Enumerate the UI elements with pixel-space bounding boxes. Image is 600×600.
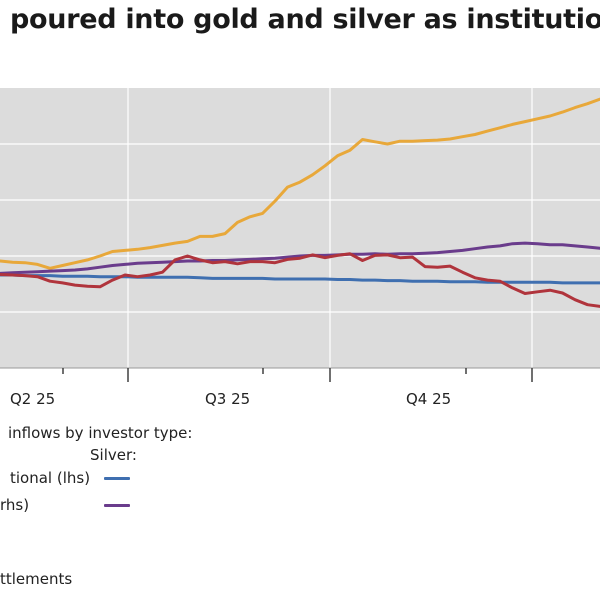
x-tick-label-q2: Q2 25 bbox=[10, 390, 55, 408]
series-lines bbox=[0, 97, 600, 308]
chart-title: poured into gold and silver as instituti… bbox=[10, 4, 600, 35]
legend-silver-heading: Silver: bbox=[90, 446, 137, 464]
footnote: ttlements bbox=[0, 570, 73, 588]
x-tick-label-q4: Q4 25 bbox=[406, 390, 451, 408]
legend-label-institutional: tional (lhs) bbox=[10, 469, 91, 487]
legend-swatch-other bbox=[104, 504, 130, 507]
series-line-silver-investor-volatile bbox=[0, 252, 600, 308]
legend-label-other: rhs) bbox=[0, 496, 30, 514]
plot-background bbox=[0, 88, 600, 368]
series-line-gold-inflows bbox=[0, 97, 600, 270]
legend-swatch-institutional bbox=[104, 477, 130, 480]
series-line-silver-other bbox=[0, 241, 600, 275]
legend-heading: inflows by investor type: bbox=[8, 424, 193, 442]
x-axis-ticks bbox=[62, 368, 533, 382]
x-tick-label-q3: Q3 25 bbox=[205, 390, 250, 408]
